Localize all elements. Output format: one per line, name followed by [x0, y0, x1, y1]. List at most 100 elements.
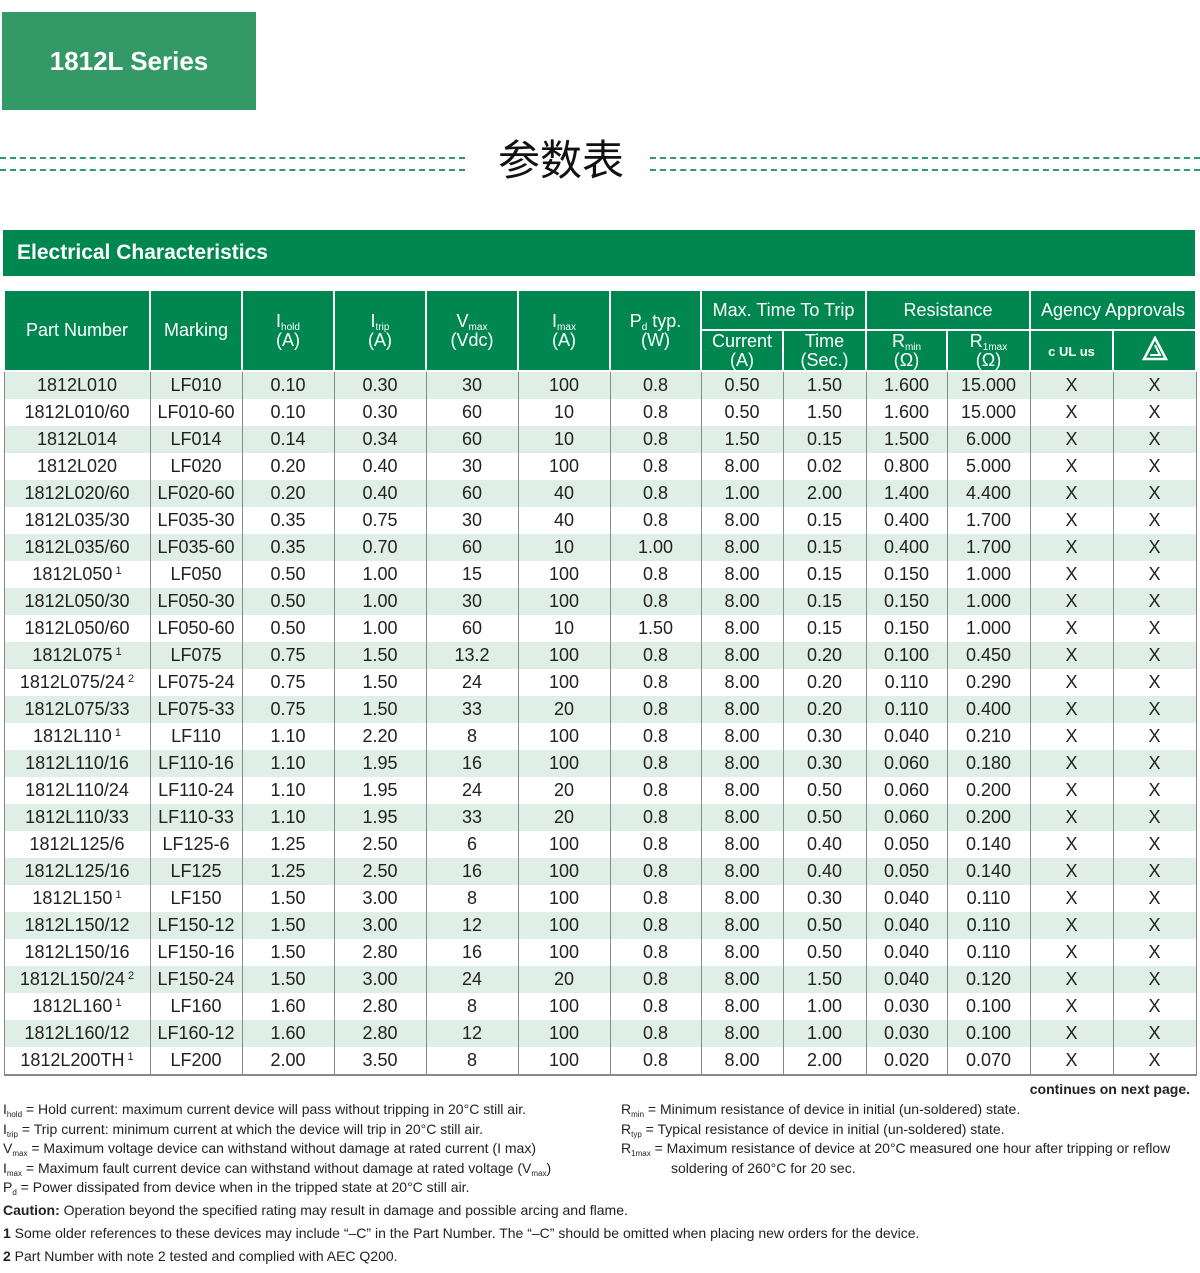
- legend-item: soldering of 260°C for 20 sec.: [671, 1159, 856, 1176]
- cell-vmax: 8: [425, 885, 519, 912]
- cell-vmax: 60: [425, 426, 519, 453]
- cell-pd: 0.8: [609, 453, 702, 480]
- cell-part-number: 1812L010/60: [3, 399, 151, 426]
- cell-imax: 100: [517, 858, 611, 885]
- cell-rmin: 0.150: [865, 615, 948, 642]
- cell-imax: 10: [517, 615, 611, 642]
- table-row: 1812L035/30 LF035-30 0.35 0.75 30 40 0.8 8.00 0.…: [3, 507, 1197, 534]
- cell-pd: 0.8: [609, 399, 702, 426]
- cell-marking: LF050-60: [149, 615, 243, 642]
- cell-ul-approval: X: [1029, 993, 1114, 1020]
- cell-vmax: 8: [425, 993, 519, 1020]
- cell-ihold: 1.25: [241, 831, 335, 858]
- cell-imax: 20: [517, 966, 611, 993]
- cell-r1max: 0.400: [946, 696, 1031, 723]
- cell-trip-current: 8.00: [700, 642, 784, 669]
- cell-ihold: 1.50: [241, 966, 335, 993]
- cell-pd: 0.8: [609, 669, 702, 696]
- cell-pd: 0.8: [609, 1047, 702, 1076]
- page-title: 参数表: [498, 136, 625, 185]
- cell-pd: 0.8: [609, 1020, 702, 1047]
- cell-r1max: 1.700: [946, 534, 1031, 561]
- cell-ul-approval: X: [1029, 507, 1114, 534]
- cell-r1max: 0.200: [946, 804, 1031, 831]
- cell-rmin: 0.060: [865, 777, 948, 804]
- cell-pd: 1.50: [609, 615, 702, 642]
- cell-part-number: 1812L020: [3, 453, 151, 480]
- cell-ul-approval: X: [1029, 480, 1114, 507]
- cell-part-number: 1812L020/60: [3, 480, 151, 507]
- cell-trip-time: 0.50: [782, 777, 867, 804]
- cell-r1max: 0.200: [946, 777, 1031, 804]
- cell-vmax: 12: [425, 912, 519, 939]
- cell-part-number: 1812L075 1: [3, 642, 151, 669]
- cell-ihold: 1.60: [241, 993, 335, 1020]
- cell-part-number: 1812L035/30: [3, 507, 151, 534]
- cell-ul-approval: X: [1029, 723, 1114, 750]
- cell-ul-approval: X: [1029, 426, 1114, 453]
- cell-part-number: 1812L160 1: [3, 993, 151, 1020]
- cell-itrip: 1.00: [333, 615, 427, 642]
- cell-marking: LF160: [149, 993, 243, 1020]
- cell-marking: LF010-60: [149, 399, 243, 426]
- footnote-ref: 1: [112, 646, 122, 658]
- cell-ihold: 0.20: [241, 453, 335, 480]
- cell-vmax: 24: [425, 777, 519, 804]
- cell-ihold: 2.00: [241, 1047, 335, 1076]
- cell-trip-current: 8.00: [700, 912, 784, 939]
- cell-itrip: 3.50: [333, 1047, 427, 1076]
- legend-item: Pd = Power dissipated from device when i…: [3, 1179, 470, 1197]
- cell-pd: 0.8: [609, 642, 702, 669]
- cell-pd: 0.8: [609, 588, 702, 615]
- cell-ihold: 0.50: [241, 561, 335, 588]
- cell-vmax: 8: [425, 723, 519, 750]
- table-row: 1812L035/60 LF035-60 0.35 0.70 60 10 1.00 8.00 0…: [3, 534, 1197, 561]
- cell-vmax: 60: [425, 615, 519, 642]
- cell-trip-current: 8.00: [700, 831, 784, 858]
- header-r1max: R1max (Ω): [945, 329, 1032, 372]
- legend-item: Itrip = Trip current: minimum current at…: [3, 1120, 484, 1139]
- cell-ul-approval: X: [1029, 615, 1114, 642]
- cell-marking: LF125: [149, 858, 243, 885]
- legend-item: Vmax = Maximum voltage device can withst…: [3, 1140, 536, 1158]
- table-row: 1812L160 1 LF160 1.60 2.80 8 100 0.8 8.00 1.00 0.…: [3, 993, 1197, 1020]
- cell-trip-time: 1.50: [782, 399, 867, 426]
- cell-part-number: 1812L014: [3, 426, 151, 453]
- cell-trip-current: 0.50: [700, 399, 784, 426]
- cell-r1max: 15.000: [946, 371, 1031, 399]
- cell-tuv-approval: X: [1112, 804, 1197, 831]
- cell-ihold: 0.50: [241, 588, 335, 615]
- cell-ul-approval: X: [1029, 939, 1114, 966]
- cell-ihold: 1.50: [241, 885, 335, 912]
- cell-trip-time: 0.30: [782, 750, 867, 777]
- cell-rmin: 0.020: [865, 1047, 948, 1076]
- cell-part-number: 1812L125/6: [3, 831, 151, 858]
- cell-part-number: 1812L110/33: [3, 804, 151, 831]
- cell-itrip: 0.40: [333, 480, 427, 507]
- header-pd: Pd typ. (W): [609, 289, 702, 372]
- cell-marking: LF150-16: [149, 939, 243, 966]
- legend-right: Rmin = Minimum resistance of device in i…: [621, 1100, 1195, 1198]
- cell-itrip: 3.00: [333, 966, 427, 993]
- cell-imax: 100: [517, 1047, 611, 1076]
- header-itrip: Itrip (A): [333, 289, 427, 372]
- cell-tuv-approval: X: [1112, 966, 1197, 993]
- table-row: 1812L160/12 LF160-12 1.60 2.80 12 100 0.8 8.00 1…: [3, 1020, 1197, 1047]
- footnote-2: 2 Part Number with note 2 tested and com…: [3, 1247, 398, 1264]
- cell-part-number: 1812L150/16: [3, 939, 151, 966]
- cell-trip-time: 0.02: [782, 453, 867, 480]
- cell-trip-current: 0.50: [700, 371, 784, 399]
- header-vmax: Vmax (Vdc): [425, 289, 519, 372]
- cell-pd: 0.8: [609, 480, 702, 507]
- cell-imax: 40: [517, 507, 611, 534]
- cell-itrip: 0.70: [333, 534, 427, 561]
- cell-r1max: 0.070: [946, 1047, 1031, 1076]
- cell-imax: 100: [517, 1020, 611, 1047]
- table-row: 1812L050/60 LF050-60 0.50 1.00 60 10 1.50 8.00 0…: [3, 615, 1197, 642]
- table-row: 1812L150/12 LF150-12 1.50 3.00 12 100 0.8 8.00 0…: [3, 912, 1197, 939]
- footnote-ref: 1: [124, 1051, 134, 1063]
- cell-itrip: 1.95: [333, 750, 427, 777]
- cell-trip-time: 0.15: [782, 561, 867, 588]
- legend-item: Rtyp = Typical resistance of device in i…: [621, 1120, 1005, 1139]
- table-row: 1812L125/16 LF125 1.25 2.50 16 100 0.8 8.00 0.40…: [3, 858, 1197, 885]
